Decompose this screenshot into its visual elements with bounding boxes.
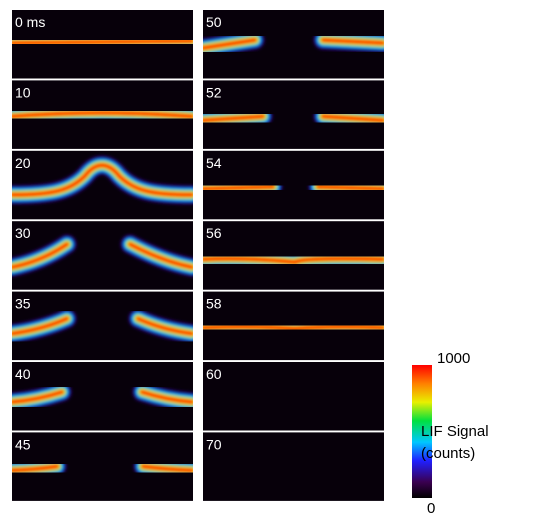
panel: 40 [12,362,193,431]
colorbar-max: 1000 [437,350,470,367]
panel-label: 50 [206,14,222,30]
panel-label: 52 [206,84,222,100]
panel-label: 0 ms [15,14,45,30]
panel-label: 56 [206,225,222,241]
panel: 50 [203,10,384,79]
panel: 30 [12,221,193,290]
stripe [203,176,384,199]
colorbar-label: LIF Signal [421,423,489,440]
panel-label: 30 [15,225,31,241]
stripe [12,31,193,53]
panel: 54 [203,150,384,220]
panel: 52 [203,80,384,149]
stripe [12,155,193,205]
panel-label: 58 [206,296,222,312]
panel: 60 [203,362,384,431]
panel-label: 20 [15,155,31,171]
panel: 20 [12,150,193,220]
panel: 35 [12,291,193,361]
panel: 56 [203,221,384,290]
stripe [203,316,384,339]
panel-label: 10 [15,84,31,100]
colorbar-min: 0 [427,500,435,516]
stripe [203,248,384,273]
stripe [203,30,384,58]
stripe-layer [12,242,193,269]
stripe-layer [12,163,193,197]
panel-label: 70 [206,436,222,452]
stripe-layer [12,111,193,118]
panel: 10 [12,80,193,149]
stripe [12,102,193,127]
panel-label: 60 [206,366,222,382]
panel-label: 45 [15,436,31,452]
stripe-layer [203,38,384,50]
stripe [203,106,384,131]
stripe-layer [203,257,384,264]
stripe-layer [12,39,193,45]
panel: 70 [203,432,384,501]
stripe-layer [203,185,384,191]
panel-label: 35 [15,296,31,312]
stripe-layer [203,325,384,331]
panel-label: 40 [15,366,31,382]
panel-label: 54 [206,155,222,171]
stripe-layer [12,464,193,472]
stripe-layer [203,114,384,122]
stripe-layer [12,317,193,336]
stripe-layer [12,390,193,404]
panel: 58 [203,291,384,361]
stripe [12,308,193,344]
colorbar [412,365,432,498]
stripe [12,382,193,412]
colorbar-label: (counts) [421,445,475,462]
stripe [12,234,193,278]
stripe [12,456,193,481]
panel: 45 [12,432,193,501]
panel: 0 ms [12,10,193,79]
